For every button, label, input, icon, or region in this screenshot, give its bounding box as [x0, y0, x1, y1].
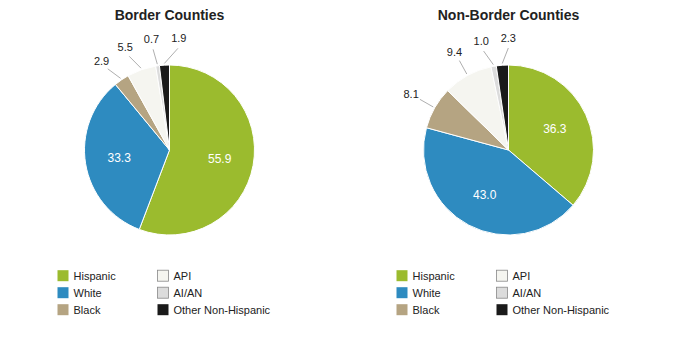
legend: Hispanic White Black API AI/AN Other Non-Hisp… — [58, 270, 271, 316]
legend-item: White — [58, 287, 102, 299]
legend-label: Hispanic — [74, 270, 117, 282]
chart-panel: Border Counties 55.9 33.3 2.9 5.5 0.7 1.9 Hispa… — [58, 7, 271, 316]
data-label: 1.9 — [171, 32, 186, 44]
data-label: 2.3 — [501, 32, 516, 44]
legend-swatch — [397, 304, 408, 315]
data-label: 43.0 — [473, 188, 497, 202]
legend-swatch — [158, 304, 169, 315]
legend-swatch — [397, 270, 408, 281]
legend-label: Other Non-Hispanic — [513, 304, 610, 316]
legend-label: AI/AN — [174, 287, 203, 299]
label-leader — [502, 48, 508, 64]
legend-item: Black — [397, 304, 440, 316]
legend-item: Other Non-Hispanic — [158, 304, 271, 316]
pie-slice — [496, 65, 508, 150]
legend-label: Black — [74, 304, 101, 316]
legend-label: White — [74, 287, 102, 299]
legend-label: Black — [413, 304, 440, 316]
pie-slice — [159, 65, 169, 150]
legend-label: Hispanic — [413, 270, 456, 282]
pie: 36.3 43.0 8.1 9.4 1.0 2.3 — [403, 32, 593, 235]
legend-label: AI/AN — [513, 287, 542, 299]
data-label: 36.3 — [543, 122, 567, 136]
legend-item: AI/AN — [158, 287, 203, 299]
legend-label: White — [413, 287, 441, 299]
legend: Hispanic White Black API AI/AN Other Non-Hisp… — [397, 270, 610, 316]
data-label: 2.9 — [94, 55, 109, 67]
legend-swatch — [158, 270, 169, 281]
data-label: 33.3 — [107, 151, 131, 165]
legend-item: Hispanic — [58, 270, 117, 282]
legend-label: API — [174, 270, 192, 282]
legend-item: White — [397, 287, 441, 299]
chart-title: Border Counties — [115, 7, 225, 23]
data-label: 8.1 — [403, 88, 418, 100]
legend-swatch — [497, 304, 508, 315]
legend-item: AI/AN — [497, 287, 542, 299]
legend-item: API — [158, 270, 192, 282]
data-label: 55.9 — [208, 152, 232, 166]
legend-swatch — [58, 287, 69, 298]
label-leader — [164, 48, 178, 63]
label-leader — [153, 49, 157, 64]
chart-panel: Non-Border Counties 36.3 43.0 8.1 9.4 1.0 2.3 H… — [397, 7, 610, 316]
legend-item: Black — [58, 304, 101, 316]
data-label: 0.7 — [144, 33, 159, 45]
pie: 55.9 33.3 2.9 5.5 0.7 1.9 — [85, 32, 255, 235]
pie-slice — [491, 66, 508, 150]
legend-label: API — [513, 270, 531, 282]
legend-swatch — [58, 270, 69, 281]
pie-slice — [156, 66, 170, 150]
legend-swatch — [497, 287, 508, 298]
label-leader — [420, 99, 433, 107]
legend-swatch — [158, 287, 169, 298]
legend-label: Other Non-Hispanic — [174, 304, 271, 316]
legend-item: Other Non-Hispanic — [497, 304, 610, 316]
data-label: 1.0 — [474, 35, 489, 47]
data-label: 5.5 — [118, 41, 133, 53]
legend-swatch — [397, 287, 408, 298]
data-label: 9.4 — [447, 46, 462, 58]
chart-root: Border Counties 55.9 33.3 2.9 5.5 0.7 1.9 Hispa… — [0, 0, 678, 361]
legend-item: API — [497, 270, 531, 282]
legend-swatch — [497, 270, 508, 281]
label-leader — [129, 56, 141, 68]
label-leader — [484, 51, 494, 65]
chart-title: Non-Border Counties — [438, 7, 580, 23]
legend-item: Hispanic — [397, 270, 456, 282]
legend-swatch — [58, 304, 69, 315]
label-leader — [459, 61, 466, 74]
label-leader — [108, 69, 121, 79]
